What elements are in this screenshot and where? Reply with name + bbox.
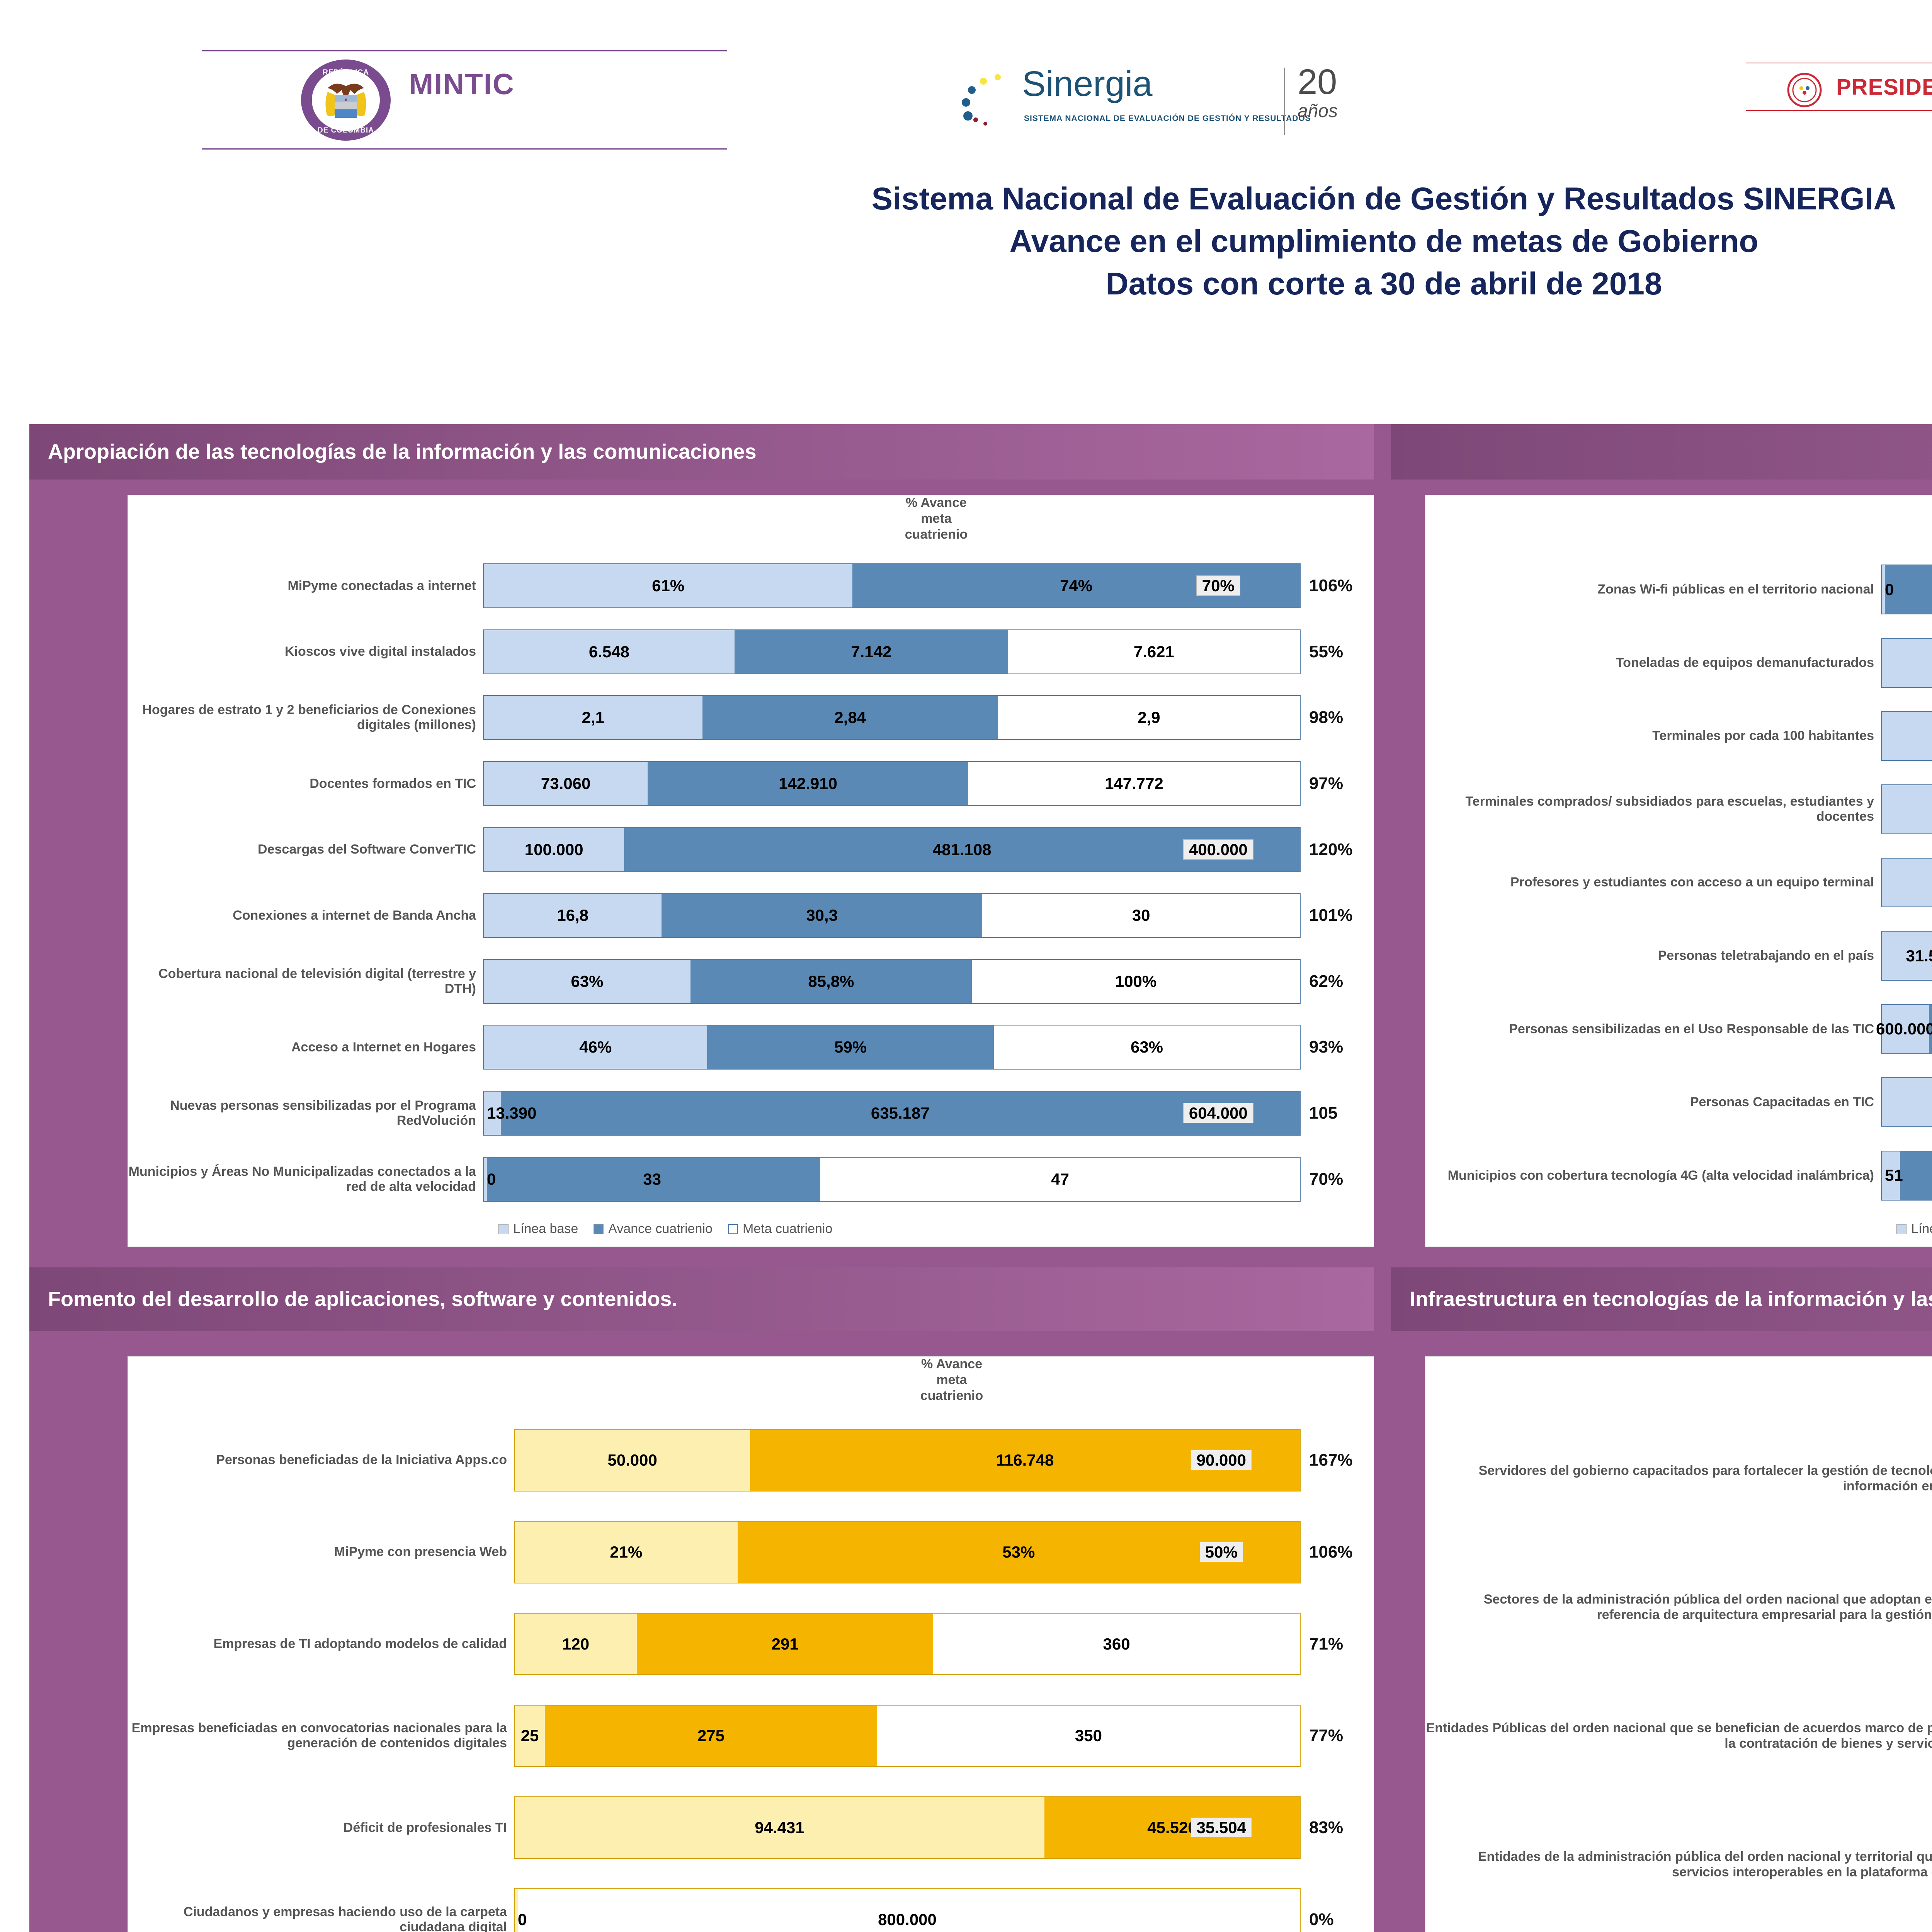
svg-text:DE COLOMBIA: DE COLOMBIA (318, 126, 374, 134)
svg-text:REPÚBLICA: REPÚBLICA (323, 68, 369, 77)
